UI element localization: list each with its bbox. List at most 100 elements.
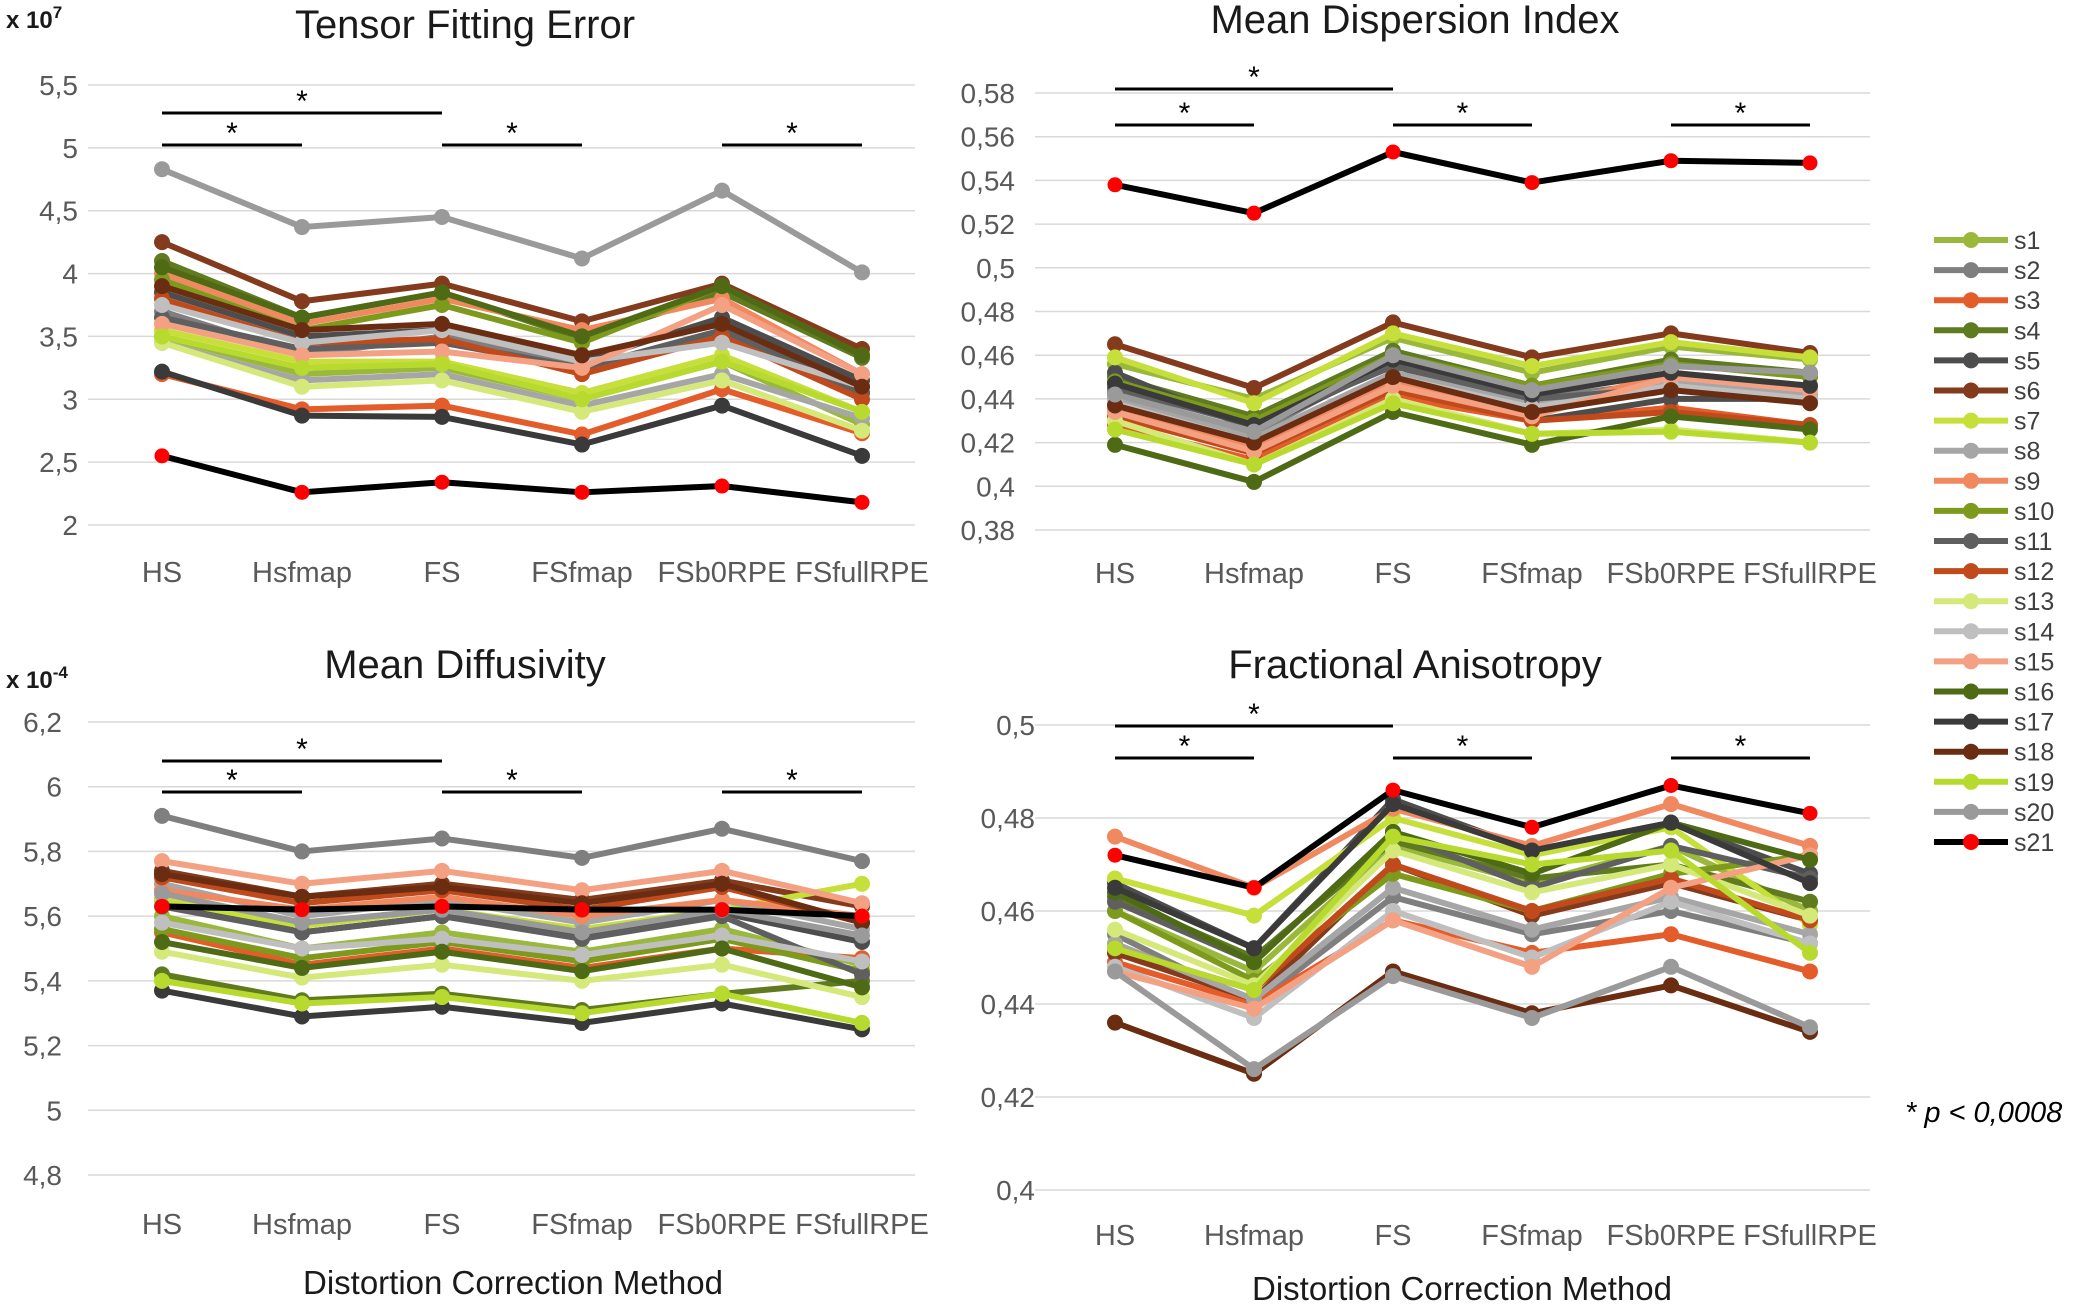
legend-label: s12 [2014, 558, 2054, 586]
series-lines [154, 807, 870, 1038]
series-s19 [1107, 395, 1818, 473]
data-point [854, 875, 870, 892]
gridlines [1035, 92, 1870, 531]
x-tick-label: FSb0RPE [1607, 1220, 1736, 1252]
data-point [1663, 926, 1679, 943]
legend-item-s13: s13 [1934, 588, 2054, 616]
legend-item-s3: s3 [1934, 287, 2040, 315]
data-point [154, 234, 170, 251]
x-tick-label: FSfmap [1481, 558, 1583, 590]
data-point [294, 995, 310, 1012]
legend-swatch-marker [1963, 442, 1979, 459]
data-point [714, 956, 730, 973]
data-point [574, 924, 590, 941]
data-point [294, 888, 310, 905]
y-tick-label: 0,46 [961, 340, 1016, 371]
legend-label: s10 [2014, 498, 2054, 526]
data-point [1524, 425, 1540, 442]
data-point [714, 862, 730, 879]
data-point [294, 843, 310, 860]
legend-label: s16 [2014, 679, 2054, 707]
series-lines [1107, 144, 1818, 490]
x-tick-label: HS [1095, 558, 1135, 590]
data-point [1385, 144, 1401, 160]
significance-note: * p < 0,0008 [1905, 1097, 2062, 1129]
significance-star: * [296, 85, 308, 118]
data-point [1246, 473, 1262, 490]
significance-brackets: * * * * [1115, 698, 1810, 763]
series-s13 [1107, 842, 1818, 994]
data-point [1107, 386, 1123, 403]
data-point [574, 391, 590, 408]
significance-star: * [1735, 97, 1747, 130]
legend-item-s7: s7 [1934, 408, 2040, 436]
data-point [714, 478, 730, 494]
series-line [1113, 963, 1812, 1073]
legend-label: s6 [2014, 378, 2040, 406]
y-tick-label: 0,42 [961, 428, 1016, 459]
chart-title: Fractional Anisotropy [1228, 643, 1602, 687]
data-point [854, 979, 870, 996]
data-point [434, 956, 450, 973]
legend-label: s17 [2014, 709, 2054, 737]
data-point [1385, 782, 1401, 798]
legend-item-s15: s15 [1934, 648, 2054, 676]
legend-label: s20 [2014, 799, 2054, 827]
series-s18 [1107, 369, 1818, 451]
x-tick-label: FS [1374, 558, 1411, 590]
legend-swatch-marker [1963, 653, 1979, 670]
series-s20 [1107, 347, 1818, 440]
legend-label: s3 [2014, 287, 2040, 315]
data-point [854, 853, 870, 870]
data-point [1385, 856, 1401, 873]
y-tick-labels: 4,8 5 5,2 5,4 5,6 5,8 6 6,2 [23, 707, 62, 1191]
significance-star: * [506, 764, 518, 797]
data-point [434, 315, 450, 332]
data-point [1663, 408, 1679, 425]
significance-star: * [226, 764, 238, 797]
legend-swatch-marker [1963, 623, 1979, 640]
data-point [154, 885, 170, 902]
legend-label: s21 [2014, 829, 2054, 857]
series-line [1113, 801, 1812, 952]
data-point [154, 161, 170, 178]
legend-item-s2: s2 [1934, 257, 2040, 285]
data-point [574, 328, 590, 345]
series-s19 [1107, 828, 1818, 999]
y-tick-label: 5 [62, 133, 78, 164]
y-tick-label: 4,8 [23, 1160, 62, 1191]
data-point [714, 278, 730, 295]
data-point [154, 315, 170, 332]
series-s17 [1107, 796, 1818, 957]
legend-swatch-marker [1963, 382, 1979, 399]
series-lines [1107, 777, 1818, 1082]
data-point [1524, 958, 1540, 975]
data-point [1802, 377, 1818, 394]
series-line [1114, 782, 1811, 891]
series-line [1114, 352, 1811, 435]
data-point [714, 940, 730, 957]
y-tick-label: 5,2 [23, 1031, 62, 1062]
legend-item-s5: s5 [1934, 347, 2040, 375]
series-line [160, 166, 864, 275]
data-point [1385, 369, 1401, 386]
significance-brackets: * * * * [162, 85, 862, 150]
data-point [1246, 456, 1262, 473]
legend-label: s14 [2014, 618, 2054, 646]
axis-multiplier: x 10-4 [6, 663, 68, 694]
significance-star: * [1248, 61, 1260, 94]
legend-swatch-marker [1963, 773, 1979, 790]
data-point [1802, 944, 1818, 961]
series-s13 [154, 334, 870, 439]
series-s16 [1107, 404, 1818, 490]
data-point [1246, 423, 1262, 440]
series-line [1113, 884, 1811, 1003]
data-point [1663, 358, 1679, 375]
legend-item-s18: s18 [1934, 739, 2054, 767]
legend-label: s19 [2014, 769, 2054, 797]
data-point [1385, 968, 1401, 985]
series-s21 [1107, 144, 1818, 221]
data-point [574, 902, 590, 918]
legend-item-s20: s20 [1934, 799, 2054, 827]
legend-swatch-marker [1963, 292, 1979, 309]
